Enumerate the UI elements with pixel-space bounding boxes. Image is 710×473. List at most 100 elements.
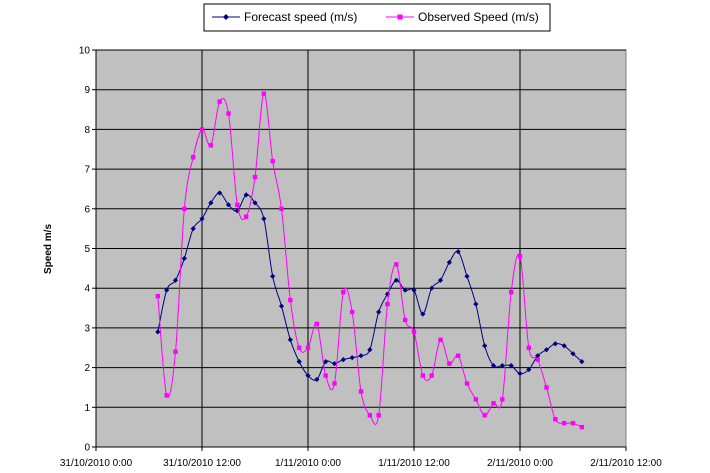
data-point-observed: [420, 373, 426, 378]
data-point-forecast: [349, 355, 355, 361]
data-point-observed: [296, 345, 302, 350]
series-observed: [155, 91, 585, 430]
data-point-forecast: [323, 359, 329, 365]
data-point-observed: [341, 289, 346, 295]
data-point-forecast: [579, 359, 585, 365]
data-point-forecast: [358, 353, 364, 359]
data-point-observed: [226, 111, 231, 116]
legend: Forecast speed (m/s) Observed Speed (m/s…: [203, 3, 551, 32]
data-point-forecast: [561, 343, 567, 349]
data-point-observed: [464, 381, 470, 386]
data-point-forecast: [208, 200, 214, 206]
y-tick-label: 1: [84, 403, 90, 414]
data-point-forecast: [164, 287, 170, 293]
data-point-observed: [190, 154, 196, 160]
data-point-forecast: [287, 337, 293, 343]
y-axis-label: Speed m/s: [43, 224, 54, 274]
data-point-observed: [376, 413, 381, 418]
data-point-forecast: [305, 372, 311, 379]
y-tick-label: 4: [84, 284, 90, 295]
data-point-observed: [438, 337, 443, 343]
data-point-forecast: [526, 366, 532, 373]
data-point-observed: [243, 214, 249, 219]
x-tick-labels: 31/10/2010 0:00 31/10/2010 12:00 1/11/2010…: [60, 458, 662, 469]
data-point-observed: [553, 417, 558, 422]
data-point-forecast: [455, 249, 461, 255]
data-point-observed: [367, 413, 373, 418]
data-point-observed: [561, 420, 567, 426]
x-tick-label: 31/10/2010 0:00: [60, 458, 133, 469]
x-tick-label: 2/11/2010 12:00: [590, 458, 662, 469]
data-point-forecast: [199, 216, 205, 222]
data-point-forecast: [278, 303, 285, 309]
x-tick-label: 1/11/2010 0:00: [275, 458, 341, 469]
x-tick-label: 2/11/2010 0:00: [487, 458, 553, 469]
data-point-forecast: [446, 259, 452, 265]
data-point-observed: [182, 206, 187, 211]
data-point-observed: [455, 353, 461, 358]
data-point-observed: [279, 206, 284, 211]
data-point-observed: [482, 413, 487, 418]
data-point-forecast: [473, 301, 479, 307]
y-tick-label: 0: [84, 443, 90, 454]
data-point-forecast: [296, 359, 302, 365]
data-point-forecast: [570, 351, 576, 357]
data-point-observed: [579, 424, 585, 430]
data-point-forecast: [376, 309, 382, 315]
legend-marker-observed: [397, 14, 403, 20]
data-point-forecast: [243, 192, 249, 198]
data-point-observed: [526, 345, 532, 350]
data-point-observed: [570, 420, 576, 426]
data-point-observed: [314, 321, 320, 327]
data-point-forecast: [181, 255, 187, 262]
data-point-observed: [270, 158, 275, 164]
data-point-forecast: [340, 357, 346, 363]
data-point-observed: [385, 301, 390, 307]
data-point-observed: [252, 174, 258, 180]
data-point-forecast: [393, 277, 399, 283]
data-point-forecast: [367, 347, 373, 353]
data-point-observed: [500, 397, 505, 402]
data-point-forecast: [429, 285, 435, 291]
y-tick-label: 9: [84, 85, 90, 96]
legend-label-forecast: Forecast speed (m/s): [244, 10, 357, 24]
data-point-observed: [305, 345, 311, 350]
legend-marker-forecast: [223, 14, 229, 20]
data-point-observed: [473, 397, 479, 402]
data-point-forecast: [508, 363, 514, 369]
data-point-observed: [402, 317, 408, 323]
legend-label-observed: Observed Speed (m/s): [418, 10, 539, 24]
data-point-forecast: [314, 376, 320, 383]
y-tick-label: 5: [84, 244, 90, 255]
data-point-forecast: [331, 361, 338, 367]
data-point-observed: [429, 373, 434, 378]
data-point-forecast: [402, 287, 408, 293]
data-point-observed: [447, 361, 452, 366]
series-forecast: [155, 190, 585, 383]
data-point-observed: [235, 202, 240, 208]
data-point-forecast: [261, 216, 267, 222]
data-point-observed: [164, 393, 169, 398]
data-point-forecast: [490, 363, 497, 369]
y-tick-label: 6: [84, 204, 90, 215]
series-line-observed: [157, 93, 583, 428]
data-point-forecast: [411, 287, 417, 293]
data-point-observed: [323, 373, 328, 378]
data-point-forecast: [217, 190, 223, 196]
data-point-observed: [288, 297, 293, 303]
data-point-forecast: [482, 343, 488, 349]
data-point-forecast: [225, 202, 232, 208]
data-point-observed: [535, 357, 540, 362]
y-tick-label: 7: [84, 165, 90, 176]
data-point-observed: [394, 262, 399, 267]
data-point-forecast: [252, 200, 258, 206]
data-point-forecast: [535, 353, 541, 359]
data-point-observed: [332, 381, 337, 386]
data-point-forecast: [543, 347, 550, 353]
data-point-forecast: [420, 311, 426, 317]
data-point-observed: [544, 385, 549, 390]
data-point-observed: [155, 293, 161, 299]
data-point-observed: [358, 389, 364, 394]
data-point-observed: [517, 254, 523, 259]
data-point-forecast: [552, 341, 558, 347]
